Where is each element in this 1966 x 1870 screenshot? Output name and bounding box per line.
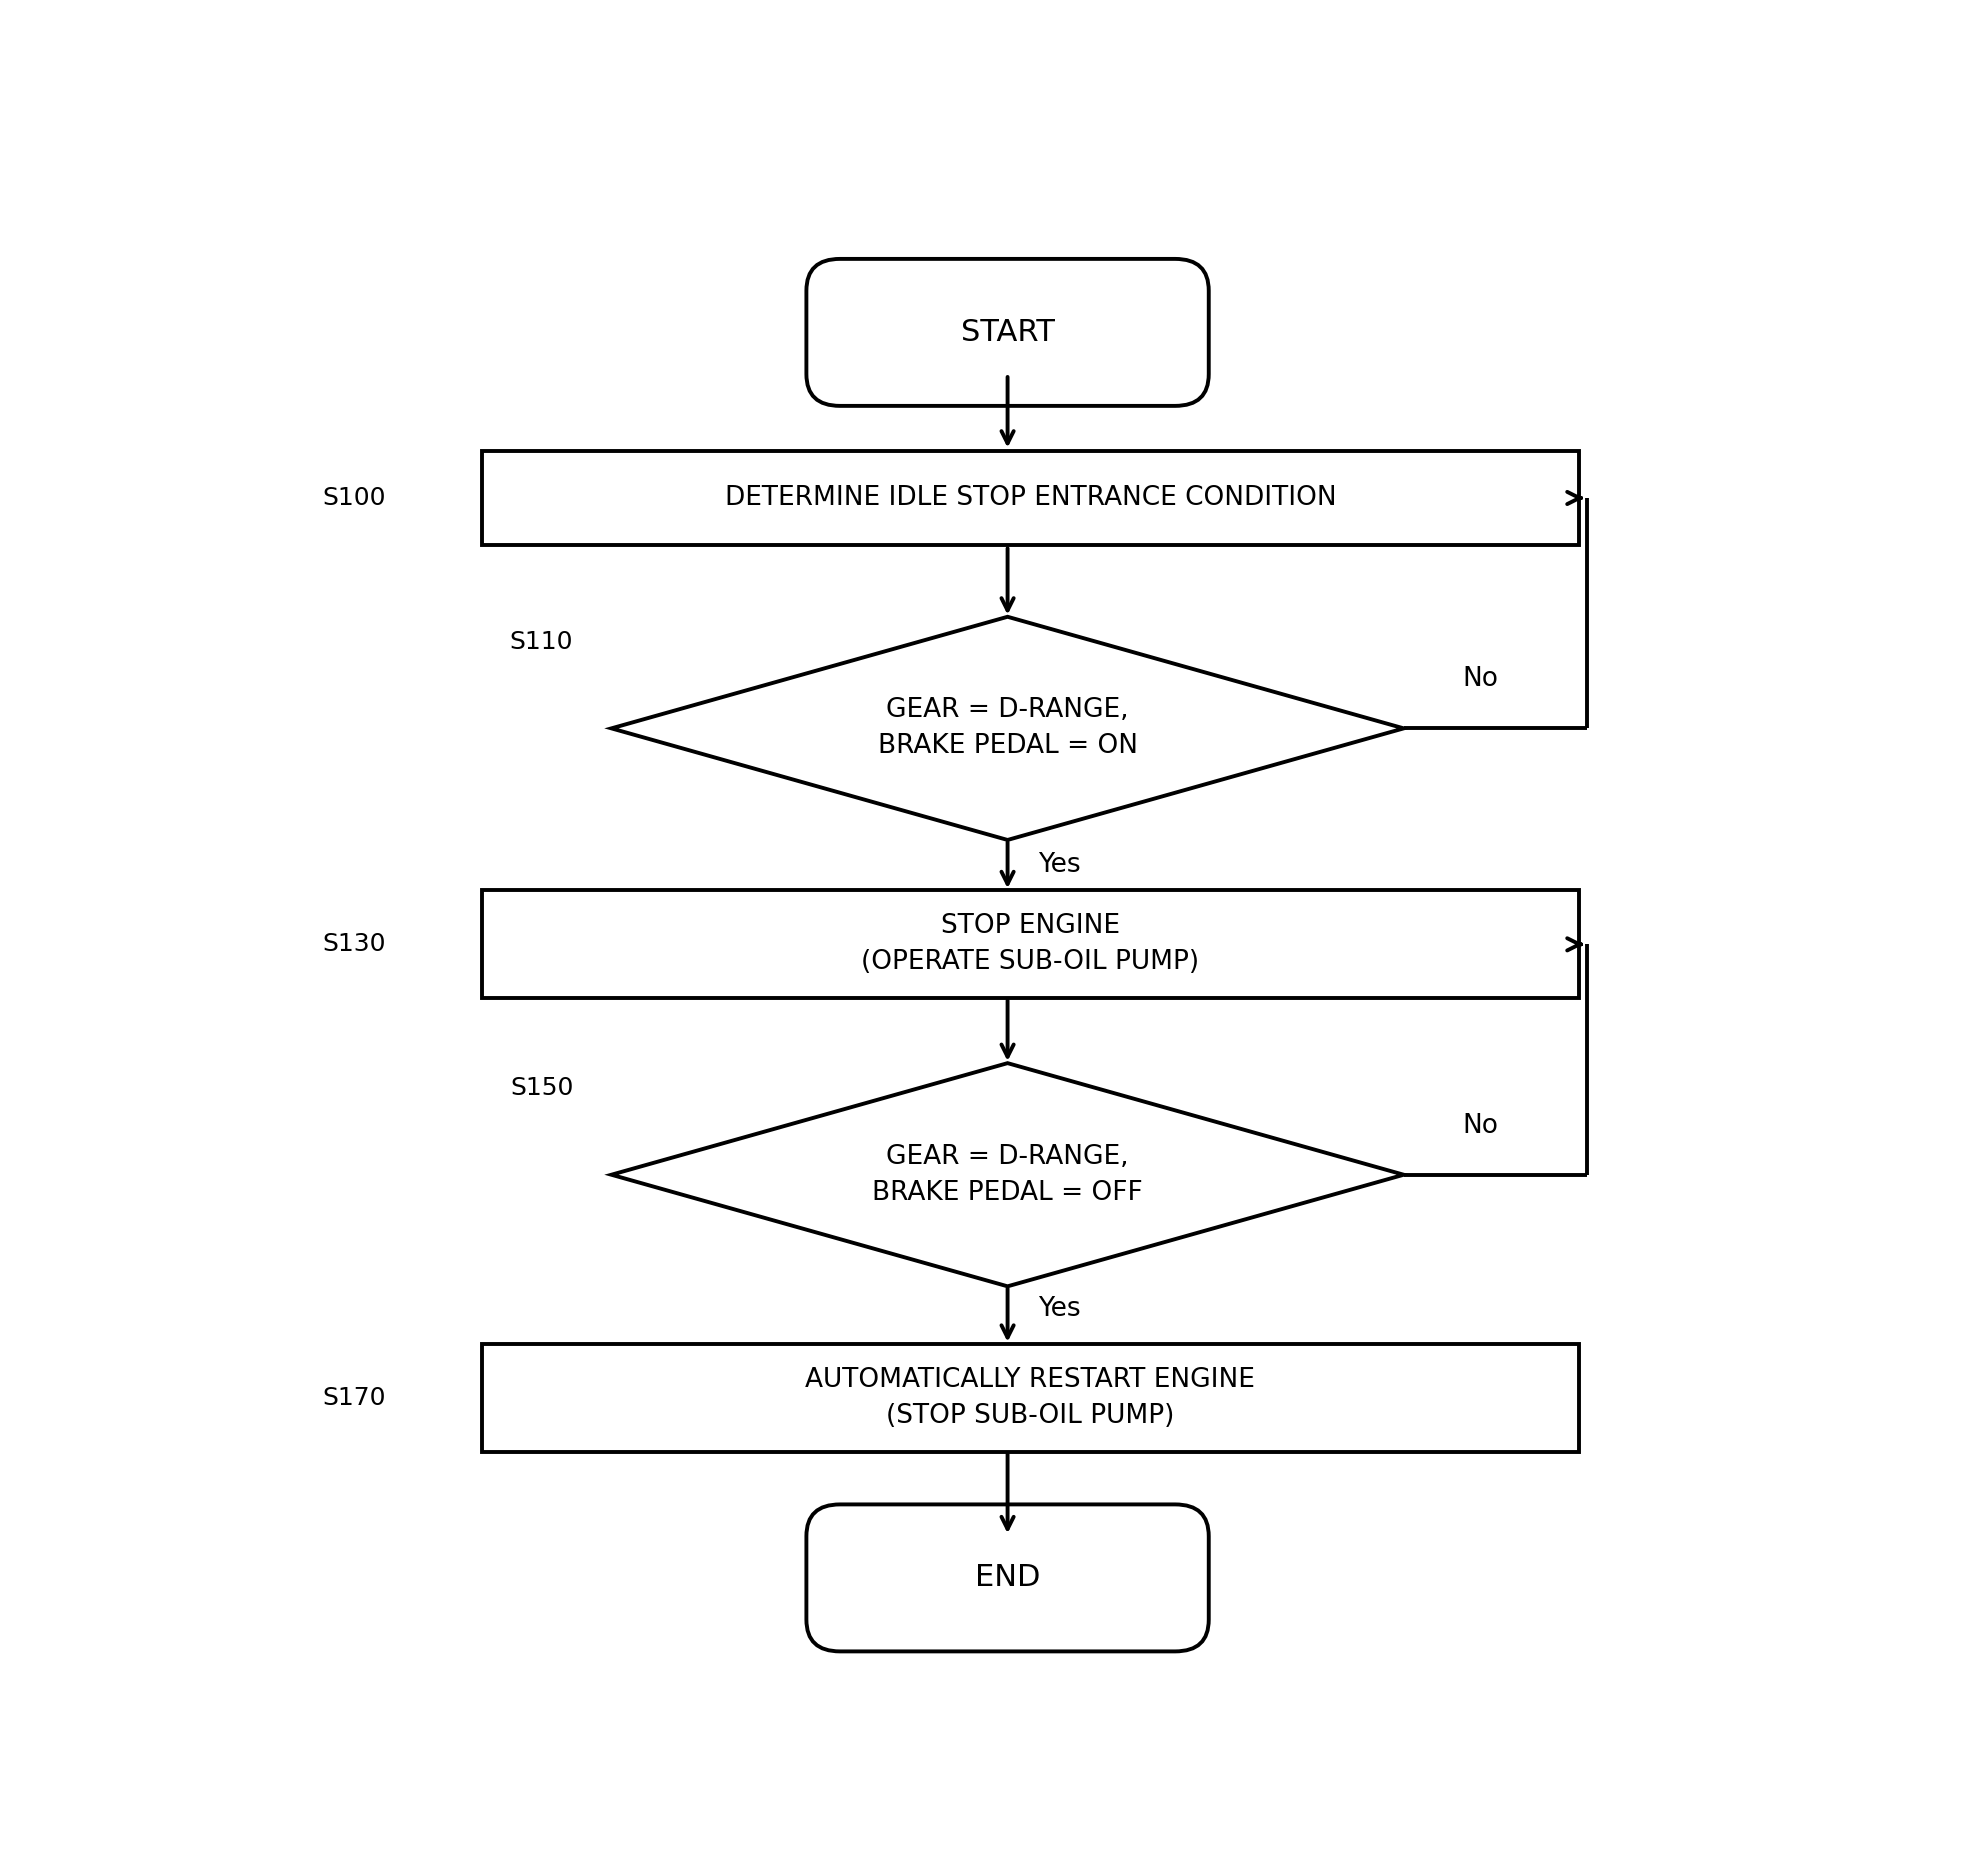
Text: GEAR = D-RANGE,
BRAKE PEDAL = ON: GEAR = D-RANGE, BRAKE PEDAL = ON <box>877 698 1138 759</box>
Text: Yes: Yes <box>1038 1296 1081 1322</box>
Text: S100: S100 <box>322 486 385 511</box>
Text: Yes: Yes <box>1038 853 1081 879</box>
FancyBboxPatch shape <box>806 258 1209 406</box>
Bar <box>482 1345 1579 1451</box>
Text: END: END <box>975 1563 1040 1593</box>
Text: S130: S130 <box>322 933 385 956</box>
Text: No: No <box>1463 666 1498 692</box>
Text: GEAR = D-RANGE,
BRAKE PEDAL = OFF: GEAR = D-RANGE, BRAKE PEDAL = OFF <box>873 1144 1142 1206</box>
Text: S150: S150 <box>509 1077 574 1100</box>
Text: STOP ENGINE
(OPERATE SUB-OIL PUMP): STOP ENGINE (OPERATE SUB-OIL PUMP) <box>861 913 1199 976</box>
Text: S170: S170 <box>322 1386 385 1410</box>
Text: DETERMINE IDLE STOP ENTRANCE CONDITION: DETERMINE IDLE STOP ENTRANCE CONDITION <box>725 484 1337 511</box>
Polygon shape <box>611 1064 1404 1287</box>
Polygon shape <box>611 617 1404 840</box>
Text: No: No <box>1463 1113 1498 1139</box>
FancyBboxPatch shape <box>806 1503 1209 1651</box>
Text: START: START <box>961 318 1054 348</box>
Text: S110: S110 <box>509 630 574 654</box>
Text: AUTOMATICALLY RESTART ENGINE
(STOP SUB-OIL PUMP): AUTOMATICALLY RESTART ENGINE (STOP SUB-O… <box>806 1367 1256 1429</box>
Bar <box>482 451 1579 544</box>
Bar <box>482 890 1579 999</box>
